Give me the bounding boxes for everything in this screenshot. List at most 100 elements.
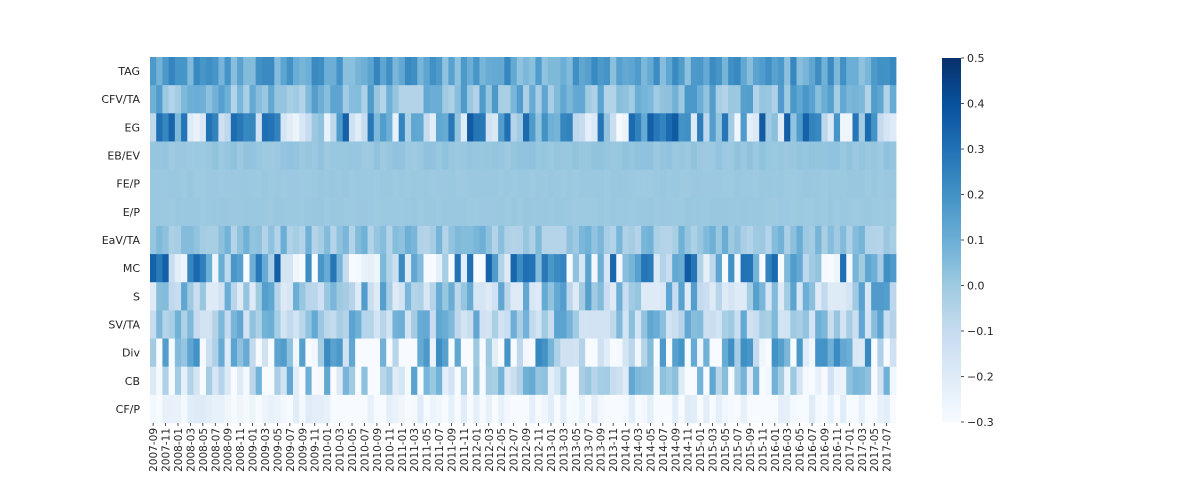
heatmap-cell [429, 394, 437, 424]
heatmap-cell [311, 169, 319, 199]
heatmap-cell [174, 113, 182, 142]
heatmap-cell [523, 366, 530, 396]
heatmap-cell [224, 282, 232, 311]
heatmap-cell [336, 197, 344, 227]
heatmap-cell [784, 85, 791, 114]
heatmap-cell [212, 282, 219, 311]
heatmap-cell [560, 141, 567, 171]
heatmap-cell [566, 254, 574, 283]
heatmap-cell [498, 57, 505, 86]
heatmap-cell [827, 141, 835, 171]
heatmap-cell [280, 338, 288, 368]
heatmap-cell [274, 282, 281, 311]
heatmap-cell [554, 394, 561, 424]
heatmap-cell [181, 57, 188, 86]
heatmap-cell [485, 85, 493, 114]
heatmap-cell [840, 310, 847, 339]
heatmap-cell [784, 338, 791, 368]
heatmap-cell [373, 338, 381, 368]
heatmap-cell [690, 141, 698, 171]
column-label: 2010-01 [322, 428, 334, 472]
heatmap-cell [150, 225, 157, 255]
heatmap-cell [784, 57, 791, 86]
heatmap-cell [398, 366, 406, 396]
heatmap-cell [261, 85, 269, 114]
heatmap-cell [305, 254, 313, 283]
heatmap-cell [230, 85, 238, 114]
heatmap-cell [883, 225, 891, 255]
heatmap-cell [212, 57, 219, 86]
heatmap-cell [753, 254, 760, 283]
heatmap-cell [641, 225, 648, 255]
heatmap-cell [442, 141, 449, 171]
heatmap-cell [591, 197, 598, 227]
heatmap-cell [311, 197, 319, 227]
heatmap-cell [547, 394, 555, 424]
row-label: EG [125, 121, 140, 134]
heatmap-cell [230, 57, 238, 86]
heatmap-cell [840, 338, 847, 368]
column-label: 2011-03 [409, 428, 421, 472]
heatmap-cell [616, 169, 623, 199]
heatmap-cell [361, 254, 368, 283]
heatmap-cell [728, 394, 735, 424]
heatmap-cell [566, 282, 574, 311]
heatmap-cell [554, 254, 561, 283]
heatmap-cell [311, 254, 319, 283]
heatmap-cell [187, 394, 194, 424]
heatmap-cell [230, 338, 238, 368]
heatmap-cell [342, 169, 350, 199]
heatmap-cell [784, 225, 791, 255]
heatmap-cell [398, 310, 406, 339]
column-label: 2007-09 [148, 428, 160, 472]
heatmap-cell [802, 225, 810, 255]
heatmap-cell [697, 225, 704, 255]
heatmap-cell [230, 282, 238, 311]
heatmap-cell [193, 338, 201, 368]
heatmap-cell [753, 282, 760, 311]
heatmap-cell [299, 57, 306, 86]
heatmap-cell [292, 141, 300, 171]
heatmap-cell [417, 310, 424, 339]
heatmap-cell [740, 282, 748, 311]
heatmap-cell [771, 57, 779, 86]
heatmap-cell [852, 366, 860, 396]
heatmap-cell [846, 169, 853, 199]
heatmap-cell [299, 225, 306, 255]
heatmap-cell [871, 225, 878, 255]
heatmap-cell [703, 394, 710, 424]
heatmap-cell [572, 394, 580, 424]
heatmap-cell [684, 141, 692, 171]
heatmap-cell [721, 394, 729, 424]
heatmap-cell [205, 169, 213, 199]
heatmap-cell [224, 169, 232, 199]
heatmap-cell [759, 310, 766, 339]
column-label: 2010-07 [359, 428, 371, 472]
column-label: 2010-03 [335, 428, 347, 472]
heatmap-cell [628, 338, 636, 368]
heatmap-cell [821, 310, 829, 339]
heatmap-cell [380, 254, 387, 283]
heatmap-cell [156, 282, 163, 311]
heatmap-cell [603, 366, 611, 396]
heatmap-cell [833, 310, 841, 339]
column-label: 2014-01 [621, 428, 633, 472]
heatmap-cell [286, 113, 294, 142]
heatmap-cell [678, 57, 686, 86]
heatmap-cell [187, 225, 194, 255]
heatmap-cell [411, 394, 418, 424]
heatmap-cell [523, 85, 530, 114]
heatmap-cell [535, 197, 543, 227]
heatmap-cell [237, 394, 244, 424]
heatmap-cell [603, 338, 611, 368]
heatmap-cell [429, 169, 437, 199]
heatmap-cell [417, 141, 424, 171]
heatmap-cell [665, 225, 673, 255]
heatmap-cell [286, 338, 294, 368]
heatmap-cell [448, 282, 456, 311]
heatmap-cell [473, 394, 480, 424]
heatmap-cell [554, 113, 561, 142]
heatmap-cell [243, 225, 250, 255]
heatmap-cell [858, 310, 866, 339]
heatmap-cell [697, 282, 704, 311]
